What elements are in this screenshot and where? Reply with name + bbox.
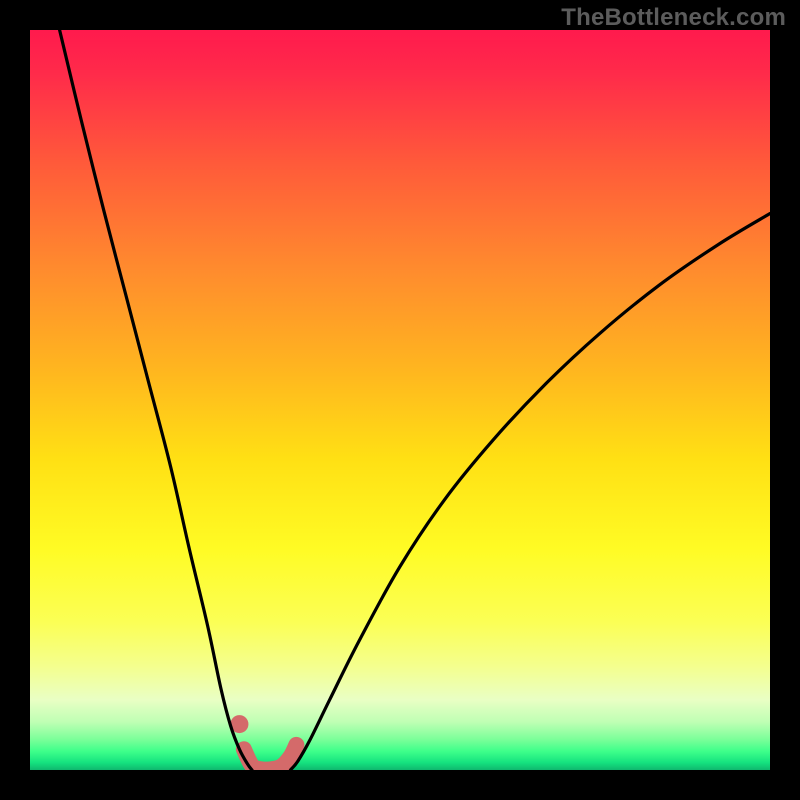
watermark-label: TheBottleneck.com: [561, 4, 786, 32]
chart-stage: TheBottleneck.com: [0, 0, 800, 800]
gradient-background: [30, 30, 770, 770]
bottleneck-chart-svg: [0, 0, 800, 800]
